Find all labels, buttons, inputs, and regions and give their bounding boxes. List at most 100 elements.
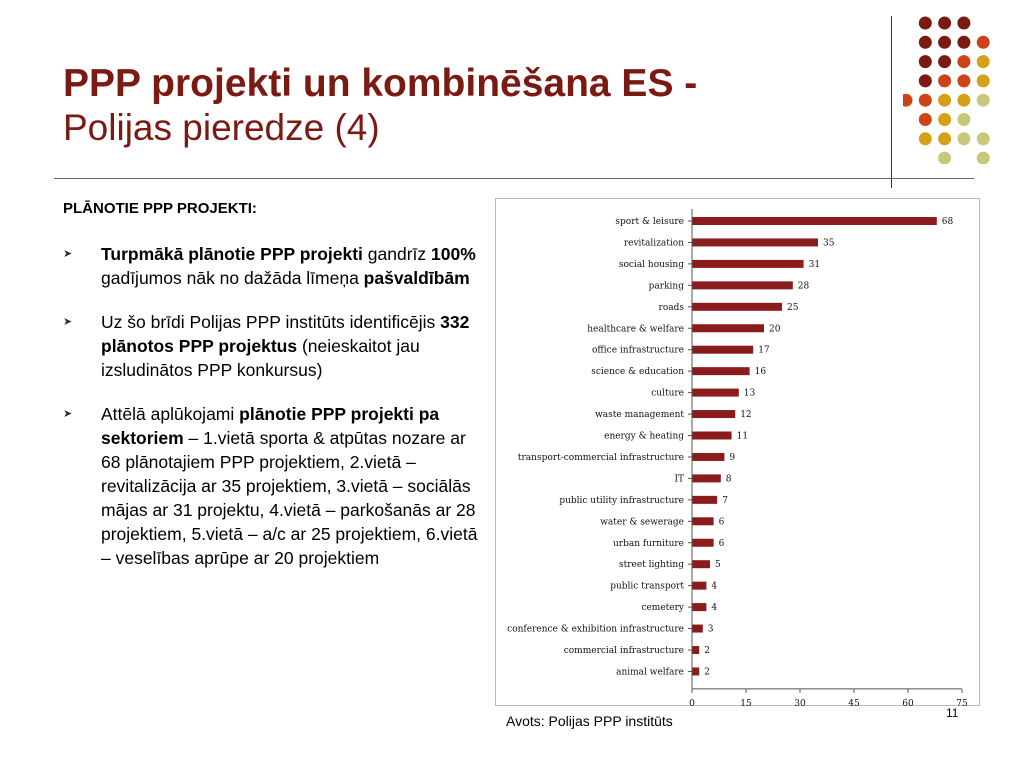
- bullet-1-bold-3: pašvaldībām: [363, 268, 470, 288]
- x-tick-label: 60: [902, 699, 914, 707]
- decorative-dot: [976, 93, 990, 107]
- value-label: 8: [726, 474, 732, 484]
- bar: [692, 538, 714, 547]
- bullet-item-1: ➤ Turpmākā plānotie PPP projekti gandrīz …: [63, 242, 483, 290]
- decorative-dot: [957, 35, 971, 49]
- bar: [692, 452, 725, 461]
- bullet-3-bold-1: plānotie PPP projekti pa sektoriem: [101, 404, 440, 448]
- category-label: commercial infrastructure: [564, 646, 684, 656]
- category-label: culture: [651, 389, 684, 399]
- decorative-dot: [938, 151, 952, 164]
- decorative-dot: [976, 55, 990, 69]
- bar: [692, 431, 732, 440]
- decorative-dot: [957, 74, 971, 88]
- decorative-dot: [918, 113, 932, 126]
- bar: [692, 217, 937, 225]
- category-label: cemetery: [641, 603, 684, 613]
- value-label: 11: [737, 432, 748, 442]
- category-label: public transport: [610, 582, 684, 592]
- slide-title: PPP projekti un kombinēšana ES - Polijas…: [63, 62, 697, 150]
- category-label: transport-commercial infrastructure: [518, 453, 684, 463]
- bullet-2-text-2: (neieskaitot jau izsludinātos PPP konkur…: [101, 336, 420, 380]
- category-label: science & education: [591, 367, 684, 377]
- bar: [692, 495, 718, 504]
- value-label: 4: [711, 582, 717, 592]
- bar: [692, 517, 714, 526]
- chart-frame: 68 35 31 28 25 20 17 16 13 12 11 9 8 7 6 6 5 4 4 3 2 2 sport …: [495, 198, 980, 707]
- value-label: 9: [729, 453, 735, 463]
- decorative-dot: [918, 93, 932, 107]
- value-label: 20: [769, 324, 781, 334]
- bar: [692, 345, 754, 354]
- decorative-dot: [918, 16, 932, 30]
- value-label: 25: [787, 303, 799, 313]
- category-label: parking: [649, 281, 685, 291]
- decorative-dot: [976, 74, 990, 88]
- bar: [692, 581, 707, 590]
- category-label: revitalization: [624, 238, 684, 248]
- bar: [692, 646, 700, 654]
- bar: [692, 302, 782, 311]
- arrow-bullet-icon: ➤: [63, 408, 73, 420]
- value-label: 4: [711, 603, 717, 613]
- value-label: 2: [704, 667, 710, 677]
- bar: [692, 238, 818, 247]
- decorative-dot: [918, 74, 932, 88]
- bar: [692, 474, 721, 483]
- bullet-list: ➤ Turpmākā plānotie PPP projekti gandrīz …: [63, 242, 483, 570]
- x-tick-label: 0: [689, 699, 695, 707]
- value-label: 2: [704, 646, 710, 656]
- value-label: 7: [722, 496, 728, 506]
- bar: [692, 560, 710, 569]
- category-label: social housing: [619, 260, 684, 270]
- bullet-item-3: ➤ Attēlā aplūkojami plānotie PPP projekti…: [63, 402, 483, 570]
- bar: [692, 324, 764, 333]
- value-label: 35: [823, 238, 835, 248]
- category-label: urban furniture: [613, 539, 684, 549]
- decorative-dots: [903, 16, 990, 164]
- decorative-dot: [957, 16, 971, 30]
- bar: [692, 388, 739, 397]
- x-tick-label: 45: [848, 699, 860, 707]
- category-label: animal welfare: [616, 667, 684, 677]
- bar: [692, 367, 750, 376]
- x-tick-label: 15: [740, 699, 752, 707]
- category-label: sport & leisure: [615, 217, 684, 227]
- decorative-dot: [957, 132, 971, 146]
- bar: [692, 667, 700, 676]
- decorative-dot: [976, 132, 990, 146]
- value-label: 17: [758, 346, 770, 356]
- decorative-dot: [957, 55, 971, 69]
- bullet-2-bold-1: 332 plānotos PPP projektus: [101, 312, 470, 356]
- title-main: PPP projekti un kombinēšana ES -: [63, 62, 698, 105]
- bullet-3-text-2: – 1.vietā sporta & atpūtas nozare ar 68 …: [101, 428, 478, 568]
- bullet-1-bold-2: 100%: [431, 244, 476, 264]
- decorative-dot: [976, 35, 990, 49]
- source-caption: Avots: Polijas PPP institūts: [506, 713, 673, 729]
- decorative-dot: [938, 16, 952, 30]
- value-label: 12: [740, 410, 751, 420]
- value-label: 6: [719, 539, 725, 549]
- bar: [692, 259, 804, 268]
- value-label: 6: [719, 517, 725, 527]
- value-label: 16: [755, 367, 767, 377]
- decorative-dot: [918, 132, 932, 146]
- category-label: office infrastructure: [592, 346, 684, 356]
- bullet-1-bold-1: Turpmākā plānotie PPP projekti: [101, 244, 363, 264]
- decorative-dot: [918, 55, 932, 69]
- decorative-dot: [938, 35, 952, 49]
- bullet-1-text-1: gandrīz: [362, 244, 432, 264]
- value-label: 3: [708, 625, 714, 635]
- x-tick-label: 30: [794, 699, 806, 707]
- page-number: 11: [946, 706, 959, 720]
- horizontal-divider: [54, 178, 974, 179]
- value-label: 28: [798, 281, 810, 291]
- value-label: 68: [942, 217, 954, 227]
- slide-body: PLĀNOTIE PPP PROJEKTI: ➤ Turpmākā plānoti…: [63, 198, 483, 590]
- category-label: waste management: [595, 410, 684, 420]
- arrow-bullet-icon: ➤: [63, 316, 73, 328]
- bar: [692, 410, 736, 419]
- arrow-bullet-icon: ➤: [63, 248, 73, 260]
- vertical-divider: [891, 16, 892, 188]
- category-label: healthcare & welfare: [587, 324, 684, 334]
